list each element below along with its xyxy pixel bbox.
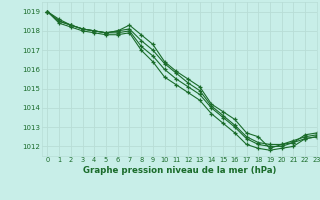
X-axis label: Graphe pression niveau de la mer (hPa): Graphe pression niveau de la mer (hPa) <box>83 166 276 175</box>
